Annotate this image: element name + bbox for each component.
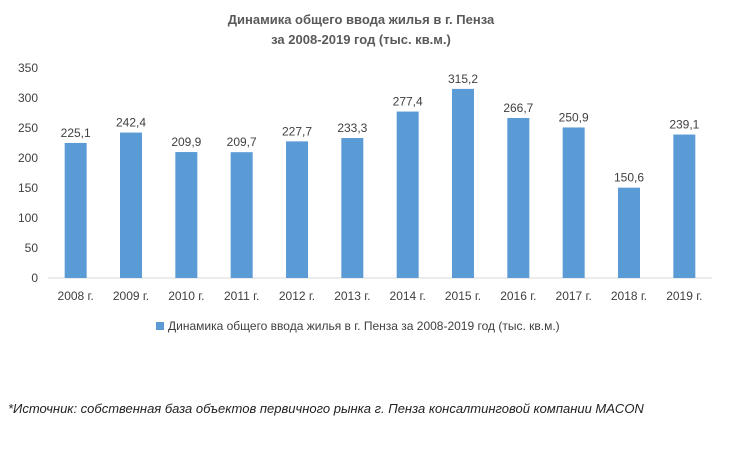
y-tick-label: 200 <box>18 151 38 165</box>
x-tick-label: 2018 г. <box>611 289 647 303</box>
data-label: 266,7 <box>503 101 533 115</box>
bar <box>230 152 253 278</box>
chart-title-line-2: за 2008-2019 год (тыс. кв.м.) <box>271 32 451 47</box>
bar <box>64 142 87 278</box>
y-tick-label: 0 <box>31 271 38 285</box>
data-label: 150,6 <box>614 171 644 185</box>
y-tick-label: 350 <box>18 61 38 75</box>
x-tick-label: 2008 г. <box>58 289 94 303</box>
bar <box>341 138 364 278</box>
x-tick-label: 2019 г. <box>666 289 702 303</box>
x-tick-label: 2015 г. <box>445 289 481 303</box>
data-label: 227,7 <box>282 124 312 138</box>
bar <box>562 127 585 279</box>
y-tick-label: 150 <box>18 181 38 195</box>
bar <box>452 88 474 278</box>
data-label: 209,7 <box>227 135 257 149</box>
x-tick-label: 2012 г. <box>279 289 315 303</box>
y-tick-label: 100 <box>18 211 38 225</box>
legend: Динамика общего ввода жилья в г. Пенза з… <box>156 319 560 333</box>
bar <box>673 134 696 278</box>
legend-label: Динамика общего ввода жилья в г. Пенза з… <box>168 319 560 333</box>
data-label: 209,9 <box>171 135 201 149</box>
bar <box>120 132 142 278</box>
bars-group: 225,1 242,4 209,9 209,7 227,7 233,3 277,4 315,2… <box>61 72 700 279</box>
bar <box>175 152 198 278</box>
x-tick-label: 2010 г. <box>168 289 204 303</box>
bar <box>507 117 530 278</box>
source-note: *Источник: собственная база объектов пер… <box>8 401 644 416</box>
x-tick-label: 2013 г. <box>334 289 370 303</box>
bar <box>396 111 419 278</box>
data-label: 242,4 <box>116 116 146 130</box>
data-label: 277,4 <box>393 95 423 109</box>
y-tick-label: 300 <box>18 91 38 105</box>
bar-chart: Динамика общего ввода жилья в г. Пенза з… <box>18 12 712 333</box>
x-tick-label: 2009 г. <box>113 289 149 303</box>
data-label: 225,1 <box>61 126 91 140</box>
x-axis: 2008 г. 2009 г. 2010 г. 2011 г. 2012 г. 2013 … <box>58 289 703 303</box>
data-label: 315,2 <box>448 72 478 86</box>
bar <box>286 141 308 278</box>
y-tick-label: 250 <box>18 121 38 135</box>
chart-title-line-1: Динамика общего ввода жилья в г. Пенза <box>228 12 495 27</box>
legend-swatch <box>156 322 164 330</box>
data-label: 233,3 <box>337 121 367 135</box>
y-tick-label: 50 <box>25 241 39 255</box>
x-tick-label: 2017 г. <box>556 289 592 303</box>
bar <box>618 187 640 278</box>
data-label: 250,9 <box>559 110 589 124</box>
y-axis: 0 50 100 150 200 250 300 350 <box>18 61 38 285</box>
x-tick-label: 2014 г. <box>390 289 426 303</box>
data-label: 239,1 <box>669 118 699 132</box>
x-tick-label: 2011 г. <box>224 289 259 303</box>
x-tick-label: 2016 г. <box>500 289 536 303</box>
